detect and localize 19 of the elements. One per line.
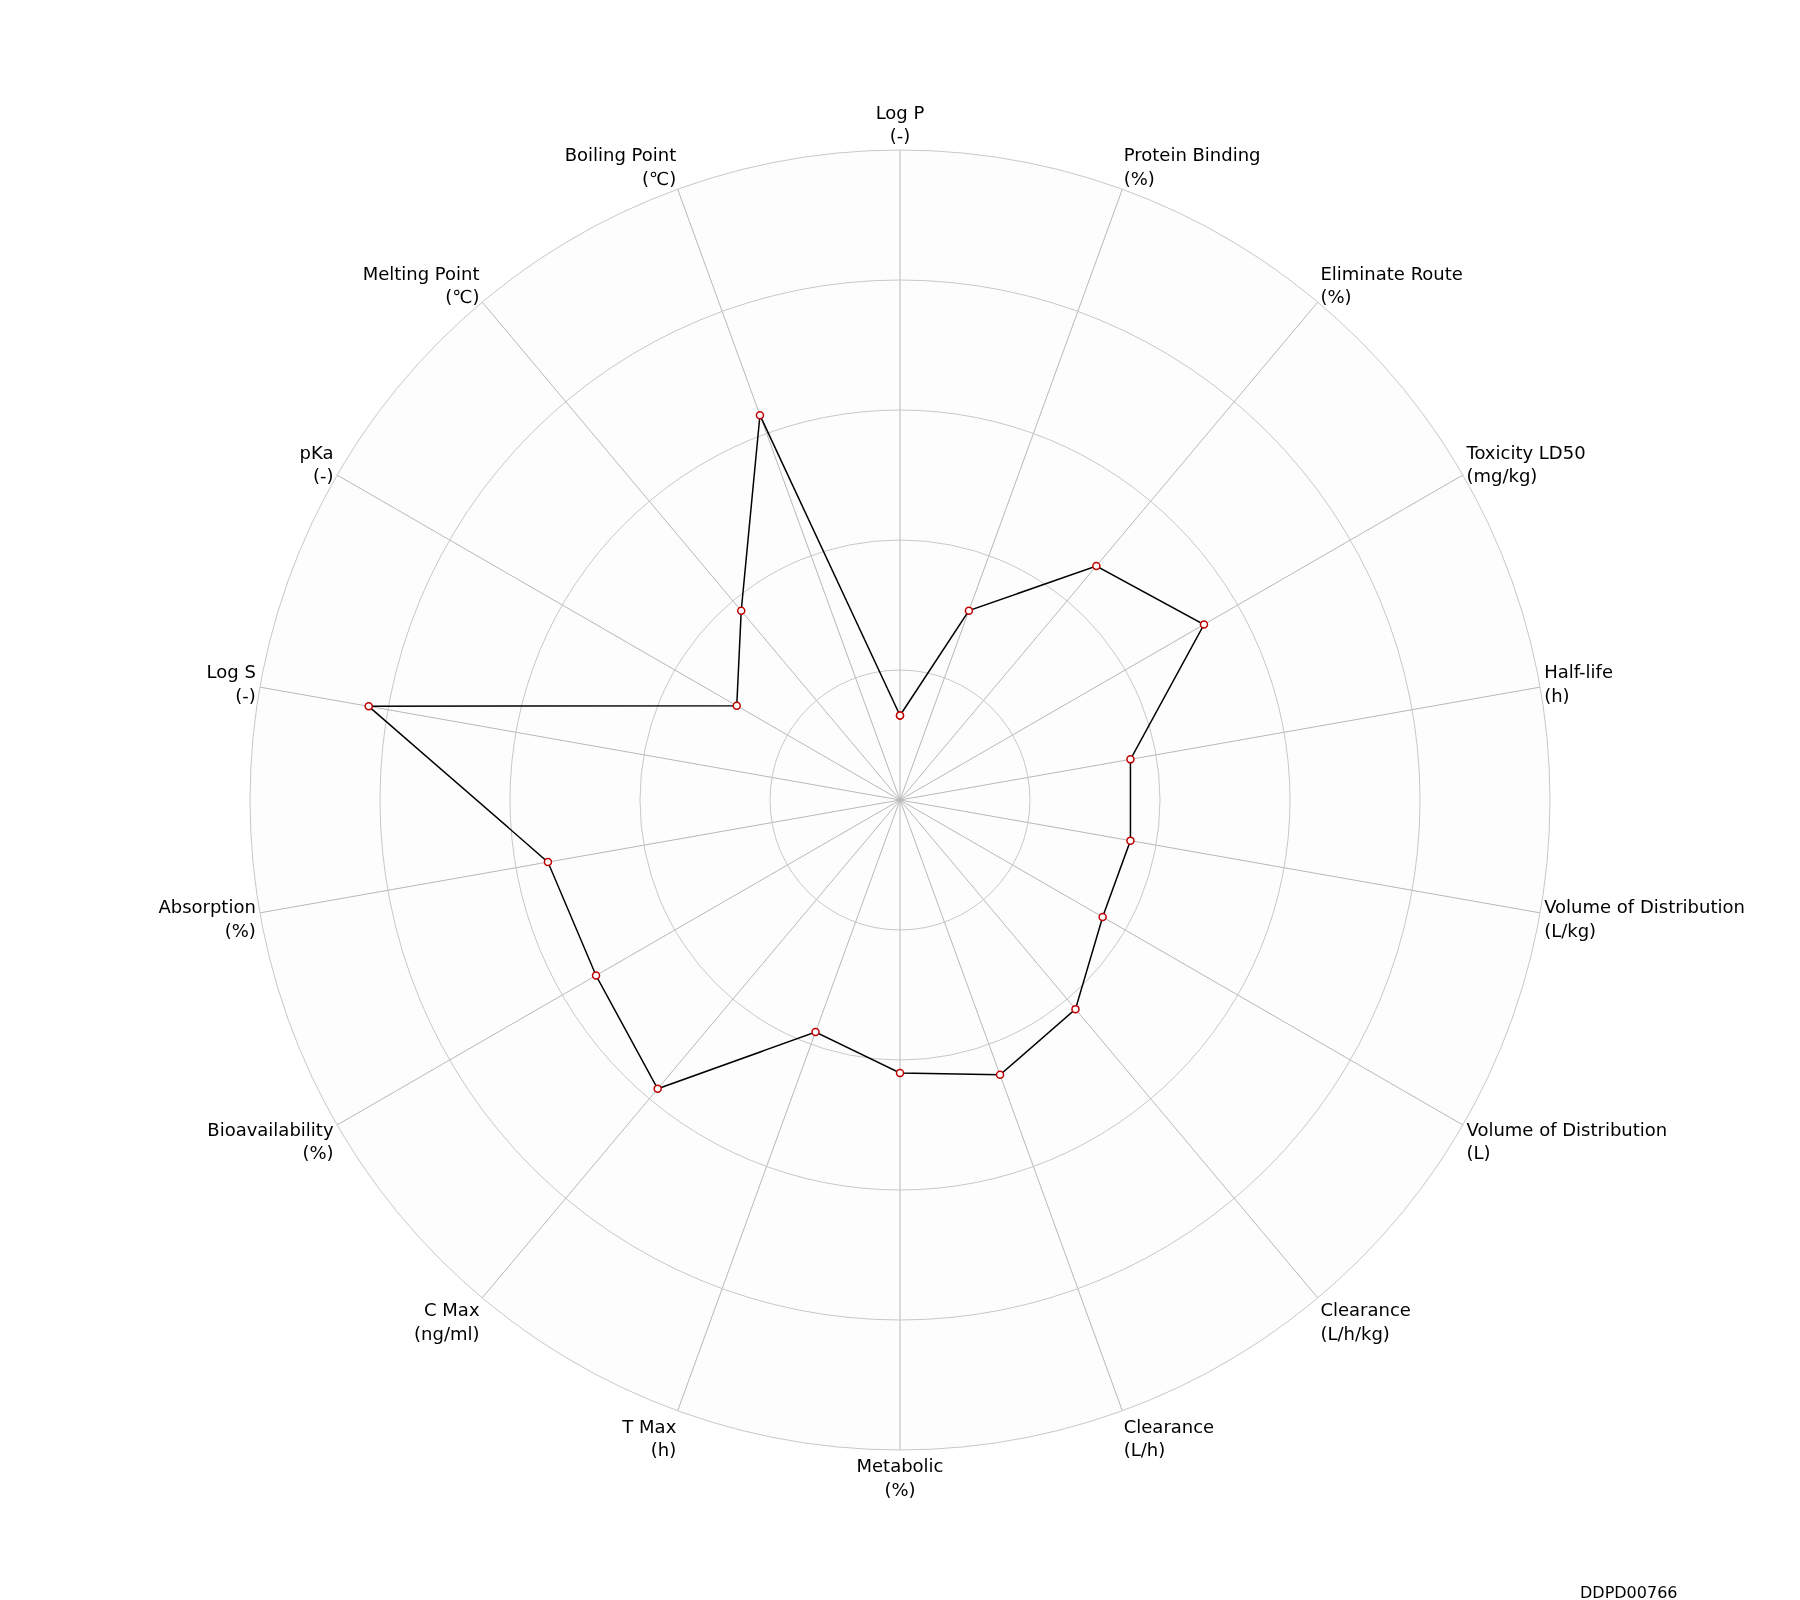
spoke-label: Eliminate Route (%) [1320,262,1463,307]
spoke-label: Protein Binding (%) [1123,144,1261,189]
spoke-label: Toxicity LD50 (mg/kg) [1465,442,1586,487]
spoke-label: Volume of Distribution (L/kg) [1544,896,1745,941]
spoke-label: T Max (h) [621,1416,677,1461]
spoke-label: Clearance (L/h) [1123,1416,1215,1461]
spoke-label: pKa (-) [299,442,334,487]
spoke-label: Boiling Point (℃) [564,144,677,189]
spoke-label: Log S (-) [206,661,256,706]
spoke-label: Bioavailability (%) [207,1118,334,1164]
spoke-label: Metabolic (%) [856,1455,944,1500]
spoke-label: Absorption (%) [158,896,256,941]
spoke-label: Log P (-) [875,101,925,147]
spoke-label: Melting Point (℃) [362,262,480,307]
spoke-label: Clearance (L/h/kg) [1320,1299,1411,1344]
spoke-label: Volume of Distribution (L) [1466,1118,1668,1164]
spoke-label: Half-life (h) [1544,661,1613,706]
text: DDPD00766 [1580,1583,1678,1600]
spoke-label: C Max (ng/ml) [414,1299,480,1344]
